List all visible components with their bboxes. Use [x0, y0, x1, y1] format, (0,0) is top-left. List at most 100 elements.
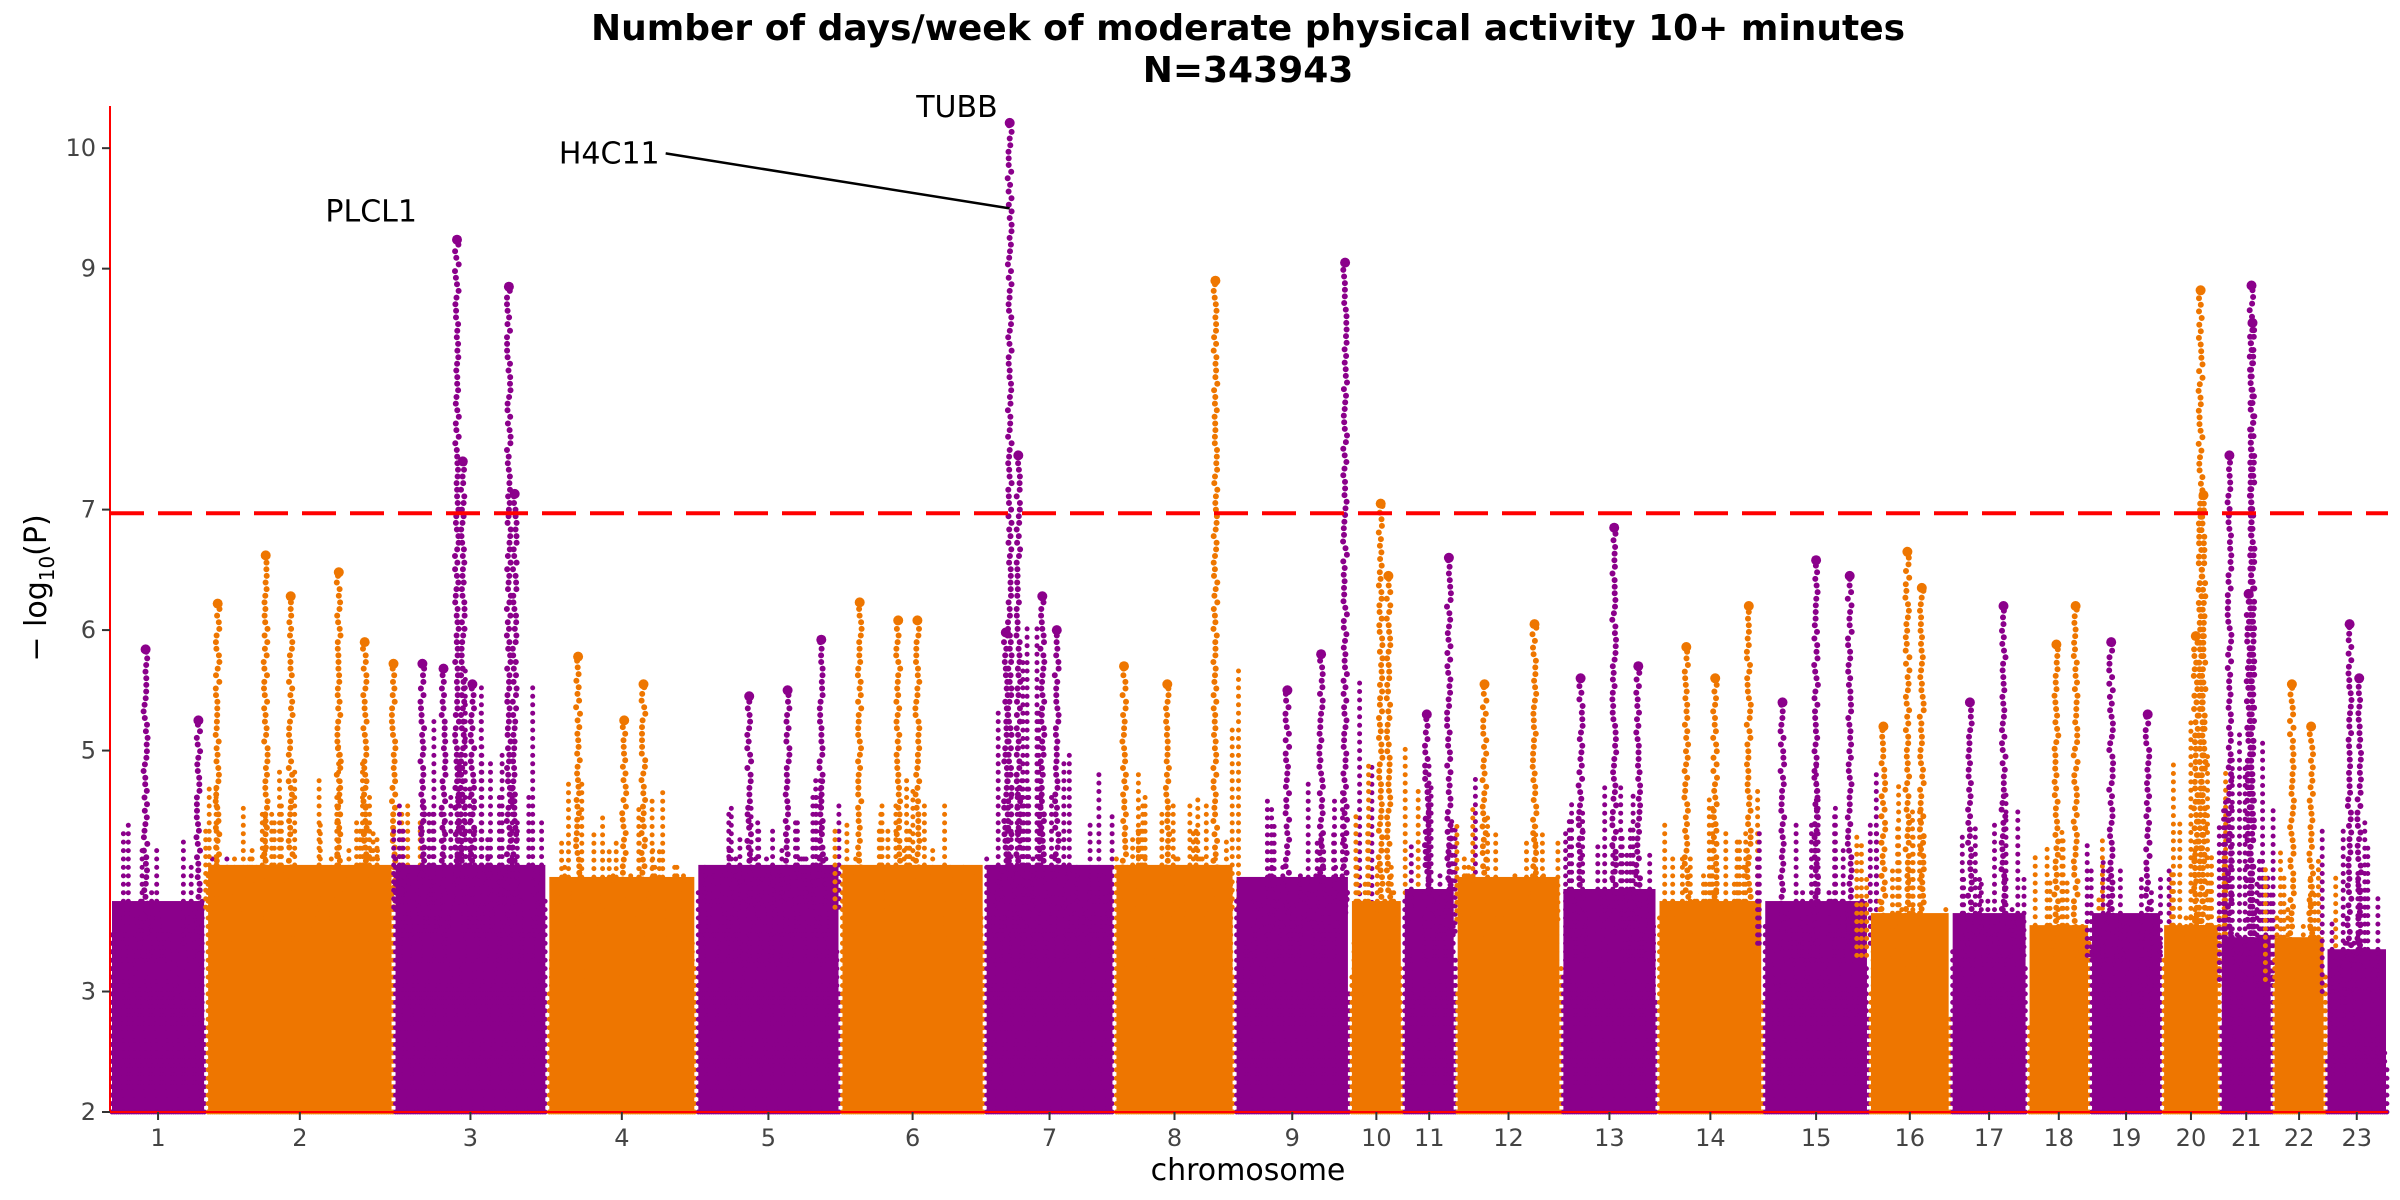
chromosome-11-points [1402, 557, 1478, 1115]
peak-point-chr19 [2142, 709, 2153, 720]
peak-point-chr6 [912, 615, 923, 626]
peak-point-chr6 [893, 615, 904, 626]
x-tick-label-chr18: 18 [2044, 1124, 2075, 1152]
peak-point-chr2 [333, 567, 344, 578]
chromosome-3-scatter [391, 241, 548, 1115]
peak-point-chr22 [2306, 721, 2317, 732]
peak-point-chr12 [1479, 679, 1490, 690]
chromosome-8-scatter [1113, 281, 1241, 1115]
chromosome-2-points [203, 553, 423, 1115]
chart-title: Number of days/week of moderate physical… [591, 8, 1905, 49]
peak-point-chr5 [816, 634, 827, 645]
peak-point-chr15 [1777, 697, 1788, 708]
chromosome-3-points [391, 241, 548, 1115]
chromosome-4-points [546, 657, 698, 1115]
x-tick-label-chr2: 2 [292, 1124, 307, 1152]
peak-point-chr7 [1004, 117, 1015, 128]
peak-point-chr7 [1051, 625, 1062, 636]
peak-point-chr21 [2224, 450, 2235, 461]
x-tick-label-chr4: 4 [614, 1124, 629, 1152]
x-tick-label-chr12: 12 [1493, 1124, 1524, 1152]
chromosome-8-points [1113, 281, 1241, 1115]
chromosome-17-points [1950, 607, 2028, 1115]
peak-point-chr17 [1998, 601, 2009, 611]
x-tick-label-chr21: 21 [2231, 1124, 2262, 1152]
chromosome-14-points [1657, 609, 1766, 1115]
chromosome-9-points [1234, 260, 1375, 1115]
peak-point-chr16 [1902, 546, 1913, 557]
chromosome-19-points [2084, 640, 2172, 1115]
chromosome-5-points [695, 639, 842, 1115]
gene-annotations: TUBB H4C11 PLCL1 [325, 90, 1010, 230]
peak-point-chr2 [212, 598, 223, 609]
chromosome-10-scatter [1349, 503, 1421, 1115]
y-tick-label: 6 [81, 616, 96, 644]
peak-point-chr14 [1710, 673, 1721, 684]
x-tick-label-chr23: 23 [2341, 1124, 2372, 1152]
chromosome-21-scatter [2216, 287, 2284, 1115]
y-tick-label: 7 [81, 496, 96, 524]
peak-point-chr4 [619, 715, 630, 726]
peak-point-chr7 [1000, 627, 1011, 638]
peak-point-chr2 [359, 637, 370, 648]
peak-point-chr15 [1844, 570, 1855, 581]
peak-point-chr10 [1375, 498, 1386, 509]
peak-point-chr17 [1964, 697, 1975, 708]
chromosome-13-scatter [1560, 530, 1659, 1115]
x-axis-label: chromosome [1151, 1153, 1346, 1188]
chromosome-10-points [1349, 503, 1421, 1115]
peak-point-chr13 [1633, 661, 1644, 672]
chromosome-15-scatter [1755, 562, 1880, 1115]
chromosome-4-scatter [546, 657, 698, 1115]
chromosome-20-scatter [2161, 288, 2229, 1115]
peak-point-chr14 [1681, 642, 1692, 652]
peak-point-chr9 [1340, 257, 1351, 268]
peak-point-chr1 [140, 644, 151, 655]
chromosome-17-scatter [1950, 607, 2028, 1115]
peak-point-chr16 [1878, 721, 1889, 732]
peak-point-chr11 [1443, 552, 1454, 563]
x-tick-label-chr3: 3 [463, 1124, 478, 1152]
peak-point-chr8 [1162, 679, 1173, 690]
y-axis-label-prefix: − log [19, 581, 54, 661]
annotation-leader-h4c11 [665, 152, 1010, 210]
y-tick-label: 3 [81, 978, 96, 1006]
chromosome-6-scatter [832, 599, 986, 1115]
y-tick-label: 10 [65, 134, 96, 162]
x-tick-label-chr1: 1 [150, 1124, 165, 1152]
x-tick-label-chr13: 13 [1594, 1124, 1625, 1152]
peak-point-chr18 [2070, 601, 2081, 611]
chromosome-14-scatter [1657, 609, 1766, 1115]
peak-point-chr2 [285, 591, 296, 602]
peak-point-chr14 [1743, 601, 1754, 611]
peak-point-chr5 [782, 685, 793, 696]
peak-point-chr2 [260, 550, 271, 561]
x-tick-label-chr19: 19 [2111, 1124, 2142, 1152]
peak-point-chr8 [1119, 661, 1129, 672]
peak-point-chr2 [388, 658, 399, 669]
chromosome-16-scatter [1854, 554, 1953, 1115]
peak-point-chr5 [744, 691, 755, 702]
chromosome-7-points [984, 122, 1115, 1115]
peak-point-chr18 [2051, 639, 2062, 650]
peak-point-chr3 [467, 679, 478, 690]
chromosome-1-points [109, 648, 230, 1115]
peak-point-chr20 [2195, 285, 2206, 296]
peak-point-chr22 [2286, 679, 2297, 690]
x-tick-label-chr5: 5 [761, 1124, 776, 1152]
peak-point-chr8 [1210, 275, 1221, 286]
chromosome-18-scatter [2027, 606, 2105, 1115]
y-tick-label: 5 [81, 737, 96, 765]
peak-point-chr3 [457, 456, 468, 467]
peak-point-chr4 [638, 679, 649, 690]
chromosome-9-scatter [1234, 260, 1375, 1115]
y-tick-label: 9 [81, 255, 96, 283]
chromosome-6-points [832, 599, 986, 1115]
gene-label-tubb: TUBB [915, 90, 997, 125]
chromosome-7-scatter [984, 122, 1115, 1115]
x-tick-label-chr15: 15 [1801, 1124, 1832, 1152]
chromosome-13-points [1560, 530, 1659, 1115]
peak-point-chr21 [2243, 588, 2254, 599]
peak-point-chr20 [2190, 631, 2201, 642]
peak-point-chr13 [1609, 522, 1620, 533]
